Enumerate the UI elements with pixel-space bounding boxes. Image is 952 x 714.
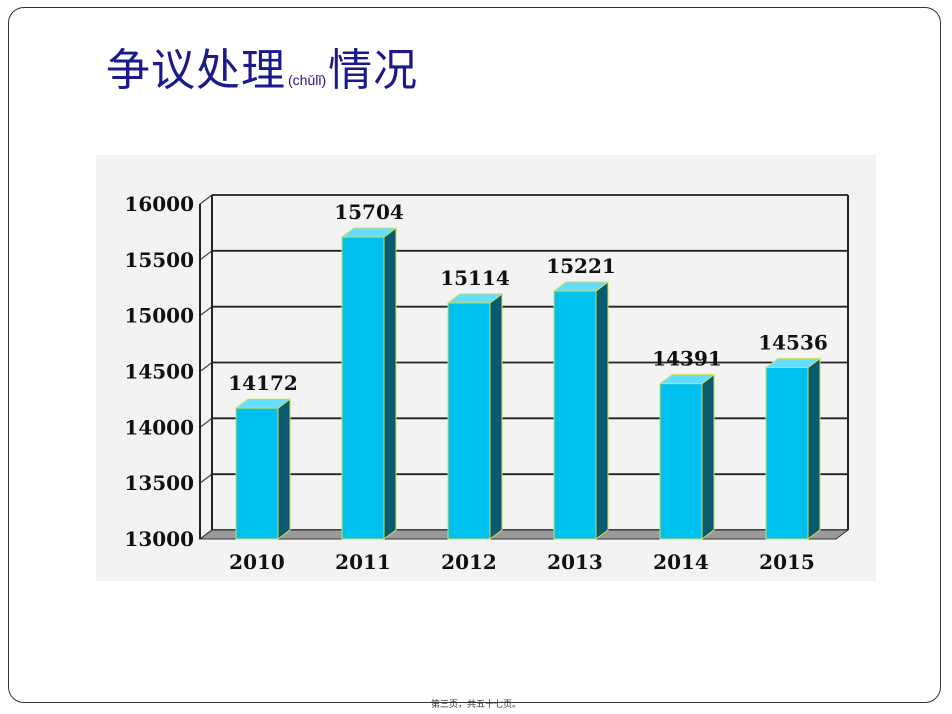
bar bbox=[765, 366, 809, 540]
y-tick-label: 13500 bbox=[124, 471, 194, 495]
grid-depth-line bbox=[199, 362, 213, 372]
bar-side bbox=[701, 373, 715, 540]
y-tick-label: 13000 bbox=[124, 527, 194, 551]
title-text: 争议处理 bbox=[106, 45, 286, 96]
bar bbox=[553, 290, 597, 540]
grid-depth-line bbox=[199, 194, 213, 205]
bar-side bbox=[595, 280, 609, 540]
data-label: 14391 bbox=[652, 347, 722, 371]
y-tick-label: 14500 bbox=[124, 360, 194, 384]
bar-side bbox=[277, 398, 291, 540]
page-footer: 第三页，共五十七页。 bbox=[430, 700, 521, 710]
slide-title: 争议处理 (chǔlǐ) 情况 bbox=[106, 34, 418, 96]
data-label: 14172 bbox=[228, 371, 298, 395]
data-label: 15704 bbox=[334, 200, 404, 224]
y-tick-label: 16000 bbox=[124, 192, 194, 216]
data-label: 15114 bbox=[440, 266, 510, 290]
title-ruby: (chǔlǐ) bbox=[288, 72, 327, 88]
bar-side bbox=[807, 357, 821, 540]
x-tick-label: 2015 bbox=[759, 550, 815, 574]
x-tick-label: 2010 bbox=[229, 550, 285, 574]
bar bbox=[235, 407, 279, 540]
data-label: 15221 bbox=[546, 254, 616, 278]
title-suffix: 情况 bbox=[328, 45, 419, 96]
x-tick-label: 2012 bbox=[441, 550, 497, 574]
bar bbox=[447, 302, 491, 540]
y-tick-label: 15000 bbox=[124, 304, 194, 328]
bar bbox=[341, 236, 385, 540]
grid-depth-line bbox=[199, 250, 213, 261]
chart-floor bbox=[198, 529, 850, 540]
y-tick-label: 15500 bbox=[124, 248, 194, 272]
y-tick-label: 14000 bbox=[124, 415, 194, 439]
bar bbox=[659, 383, 703, 540]
x-tick-label: 2011 bbox=[335, 550, 391, 574]
x-tick-label: 2014 bbox=[653, 550, 709, 574]
chart-panel: 16000 15500 15000 14500 14000 13500 13000 14172… bbox=[96, 155, 876, 581]
bar-chart: 16000 15500 15000 14500 14000 13500 13000 14172… bbox=[124, 192, 850, 574]
bar-side bbox=[489, 292, 503, 540]
bar-side bbox=[383, 227, 397, 540]
grid-depth-line bbox=[199, 417, 213, 428]
data-label: 14536 bbox=[758, 330, 828, 354]
grid-depth-line bbox=[199, 306, 213, 317]
grid-depth-line bbox=[199, 473, 213, 484]
x-tick-label: 2013 bbox=[547, 550, 603, 574]
